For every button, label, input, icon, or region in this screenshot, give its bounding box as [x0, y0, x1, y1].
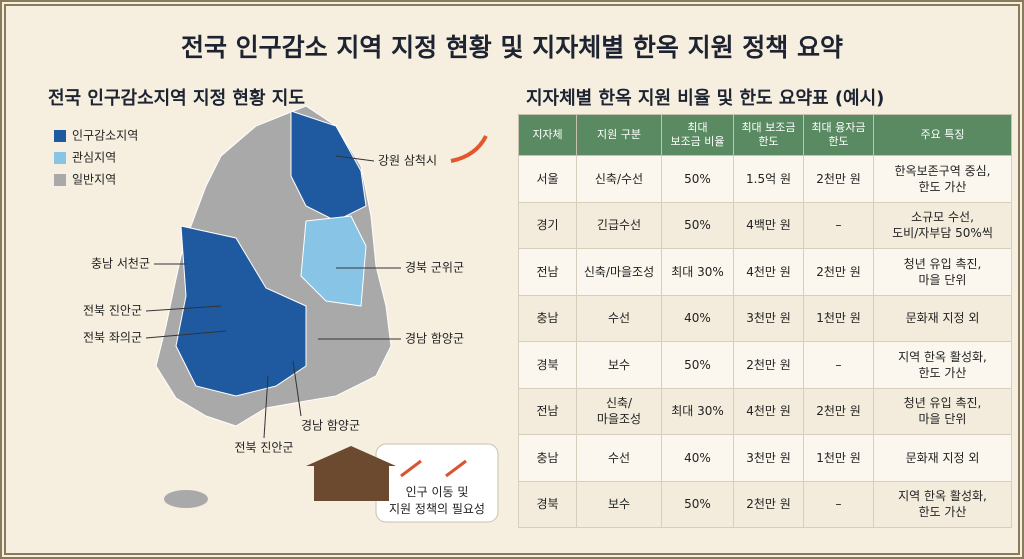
- table-cell: 50%: [661, 480, 734, 528]
- region-label: 경남 함양군: [405, 332, 464, 346]
- legend-label: 인구감소지역: [72, 129, 138, 143]
- table-title: 지자체별 한옥 지원 비율 및 한도 요약표 (예시): [526, 88, 885, 109]
- table-cell: 2천만 원: [803, 155, 874, 203]
- region-label: 전북 진안군: [234, 441, 293, 455]
- table-row: 서울 신축/수선 50% 1.5억 원 2천만 원 한옥보존구역 중심, 한도 가산: [518, 155, 1012, 203]
- table-cell: 긴급수선: [576, 201, 662, 249]
- table-row: 전남 신축/마을조성 최대 30% 4천만 원 2천만 원 청년 유입 촉진, 마을 단위: [518, 248, 1012, 296]
- table-cell: 40%: [661, 434, 734, 482]
- region-label: 경남 함양군: [301, 419, 360, 433]
- table-cell: 경북: [518, 480, 577, 528]
- table-cell: 보수: [576, 480, 662, 528]
- table-cell: 청년 유입 촉진, 마을 단위: [873, 387, 1012, 435]
- page-title: 전국 인구감소 지역 지정 현황 및 지자체별 한옥 지원 정책 요약: [180, 33, 844, 62]
- map: 인구감소지역 관심지역 일반지역 강원 삼척시 경북 군위군 충남 서천군 전북…: [54, 105, 499, 523]
- table-cell: 1천만 원: [803, 294, 874, 342]
- table-cell: 2천만 원: [803, 387, 874, 435]
- table-cell: 1.5억 원: [733, 155, 804, 203]
- region-label: 경북 군위군: [405, 261, 464, 275]
- table-cell: 수선: [576, 434, 662, 482]
- table-cell: 문화재 지정 외: [873, 294, 1012, 342]
- table-cell: 4천만 원: [733, 387, 804, 435]
- table-cell: 50%: [661, 201, 734, 249]
- table-cell: 한옥보존구역 중심, 한도 가산: [873, 155, 1012, 203]
- region-label: 강원 삼척시: [378, 154, 437, 168]
- table-cell: 서울: [518, 155, 577, 203]
- table-row: 경기 긴급수선 50% 4백만 원 – 소규모 수선, 도비/자부담 50%씩: [518, 201, 1012, 249]
- table-cell: 청년 유입 촉진, 마을 단위: [873, 248, 1012, 296]
- table-cell: 전남: [518, 387, 577, 435]
- table-row: 경북 보수 50% 2천만 원 – 지역 한옥 활성화, 한도 가산: [518, 480, 1012, 528]
- table-cell: 2천만 원: [733, 341, 804, 389]
- legend-label: 일반지역: [72, 173, 116, 187]
- region-interest: [300, 215, 367, 307]
- table-cell: 소규모 수선, 도비/자부담 50%씩: [873, 201, 1012, 249]
- legend-label: 관심지역: [72, 151, 116, 165]
- map-title: 전국 인구감소지역 지정 현황 지도: [48, 88, 305, 109]
- table-cell: –: [803, 341, 874, 389]
- table-cell: 2천만 원: [733, 480, 804, 528]
- region-label: 전북 진안군: [83, 304, 142, 318]
- table-cell: 1천만 원: [803, 434, 874, 482]
- table-cell: 최대 30%: [661, 387, 734, 435]
- legend-swatch: [54, 152, 66, 164]
- table-cell: 4천만 원: [733, 248, 804, 296]
- table-cell: 보수: [576, 341, 662, 389]
- table-row: 전남 신축/ 마을조성 최대 30% 4천만 원 2천만 원 청년 유입 촉진, 마을 단…: [518, 387, 1012, 435]
- table-cell: 3천만 원: [733, 434, 804, 482]
- table-row: 충남 수선 40% 3천만 원 1천만 원 문화재 지정 외: [518, 294, 1012, 342]
- table-cell: 문화재 지정 외: [873, 434, 1012, 482]
- header-cell: 지자체: [518, 114, 577, 156]
- header-cell: 지원 구분: [576, 114, 662, 156]
- leader-lines: [145, 155, 401, 439]
- arrow-icon: [400, 459, 467, 478]
- table-cell: 신축/마을조성: [576, 248, 662, 296]
- header-cell: 최대 보조금 한도: [733, 114, 804, 156]
- table-cell: 경북: [518, 341, 577, 389]
- table-cell: 최대 30%: [661, 248, 734, 296]
- table-cell: 지역 한옥 활성화, 한도 가산: [873, 341, 1012, 389]
- note-text: 인구 이동 및 지원 정책의 필요성: [389, 485, 485, 516]
- policy-table: 지자체 지원 구분 최대 보조금 비율 최대 보조금 한도 최대 융자금 한도 주요 특징…: [518, 114, 1012, 528]
- legend-swatch: [54, 130, 66, 142]
- table-cell: 40%: [661, 294, 734, 342]
- table-cell: 50%: [661, 155, 734, 203]
- header-cell: 최대 보조금 비율: [661, 114, 734, 156]
- table-cell: 충남: [518, 434, 577, 482]
- table-cell: 4백만 원: [733, 201, 804, 249]
- table-cell: 수선: [576, 294, 662, 342]
- arrow-icon: [450, 135, 488, 163]
- table-cell: –: [803, 201, 874, 249]
- table-cell: 신축/ 마을조성: [576, 387, 662, 435]
- table-row: 충남 수선 40% 3천만 원 1천만 원 문화재 지정 외: [518, 434, 1012, 482]
- legend-swatch: [54, 174, 66, 186]
- hanok-icon: [306, 446, 396, 501]
- table-cell: 전남: [518, 248, 577, 296]
- header-cell: 최대 융자금 한도: [803, 114, 874, 156]
- region-label: 전북 좌의군: [83, 331, 142, 345]
- header-row: 지자체 지원 구분 최대 보조금 비율 최대 보조금 한도 최대 융자금 한도 주요 특징: [518, 114, 1012, 156]
- jeju: [164, 490, 208, 508]
- table-cell: –: [803, 480, 874, 528]
- table-cell: 충남: [518, 294, 577, 342]
- table-cell: 50%: [661, 341, 734, 389]
- table-row: 경북 보수 50% 2천만 원 – 지역 한옥 활성화, 한도 가산: [518, 341, 1012, 389]
- region-decline: [290, 110, 367, 222]
- table-cell: 3천만 원: [733, 294, 804, 342]
- region-decline: [175, 225, 307, 397]
- table-cell: 지역 한옥 활성화, 한도 가산: [873, 480, 1012, 528]
- table-cell: 경기: [518, 201, 577, 249]
- header-cell: 주요 특징: [873, 114, 1012, 156]
- table-cell: 신축/수선: [576, 155, 662, 203]
- table-cell: 2천만 원: [803, 248, 874, 296]
- region-label: 충남 서천군: [91, 256, 150, 271]
